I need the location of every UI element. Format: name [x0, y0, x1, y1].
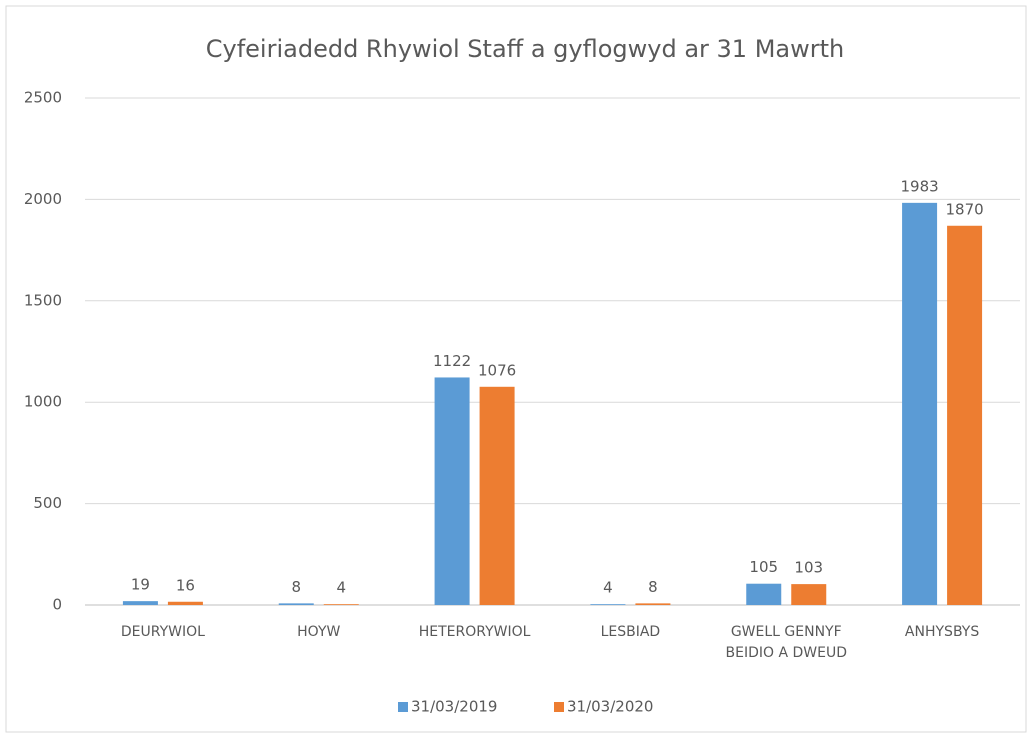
data-label: 8 — [291, 578, 301, 596]
y-tick-label: 1000 — [24, 393, 62, 411]
y-tick-label: 1500 — [24, 291, 62, 309]
x-tick-label: HETERORYWIOL — [418, 624, 531, 640]
data-label: 19 — [131, 576, 150, 594]
bar — [590, 604, 626, 605]
legend-swatch — [554, 702, 564, 712]
legend-swatch — [398, 702, 408, 712]
bar — [947, 225, 983, 605]
y-tick-label: 0 — [52, 596, 62, 614]
x-tick-label: ANHYSBYS — [904, 624, 980, 640]
data-label: 1076 — [478, 361, 516, 379]
bar — [278, 603, 314, 605]
bar — [323, 604, 359, 605]
y-tick-label: 500 — [33, 494, 62, 512]
x-tick-label: DEURYWIOL — [120, 624, 205, 640]
data-label: 8 — [648, 578, 658, 596]
data-label: 103 — [794, 559, 823, 577]
legend-label: 31/03/2019 — [411, 698, 497, 716]
y-tick-label: 2000 — [24, 190, 62, 208]
bar — [479, 386, 515, 605]
data-label: 16 — [176, 576, 195, 594]
bar — [746, 583, 782, 605]
data-label: 1983 — [900, 177, 938, 195]
data-label: 105 — [749, 558, 778, 576]
legend-label: 31/03/2020 — [567, 698, 653, 716]
y-tick-label: 2500 — [24, 89, 62, 107]
bar — [902, 202, 938, 605]
chart-title: Cyfeiriadedd Rhywiol Staff a gyflogwyd a… — [206, 35, 844, 63]
x-tick-label: HOYW — [297, 624, 341, 640]
data-label: 4 — [603, 579, 613, 597]
data-label: 1870 — [945, 200, 983, 218]
bar — [167, 601, 203, 605]
bar — [434, 377, 470, 605]
x-tick-label: LESBIAD — [600, 624, 661, 640]
bar — [791, 584, 827, 605]
x-tick-label: GWELL GENNYF BEIDIO A DWEUD — [725, 624, 847, 661]
bar — [635, 603, 671, 605]
bar — [122, 601, 158, 605]
data-label: 4 — [336, 579, 346, 597]
chart-border — [5, 5, 1027, 733]
data-label: 1122 — [433, 352, 471, 370]
